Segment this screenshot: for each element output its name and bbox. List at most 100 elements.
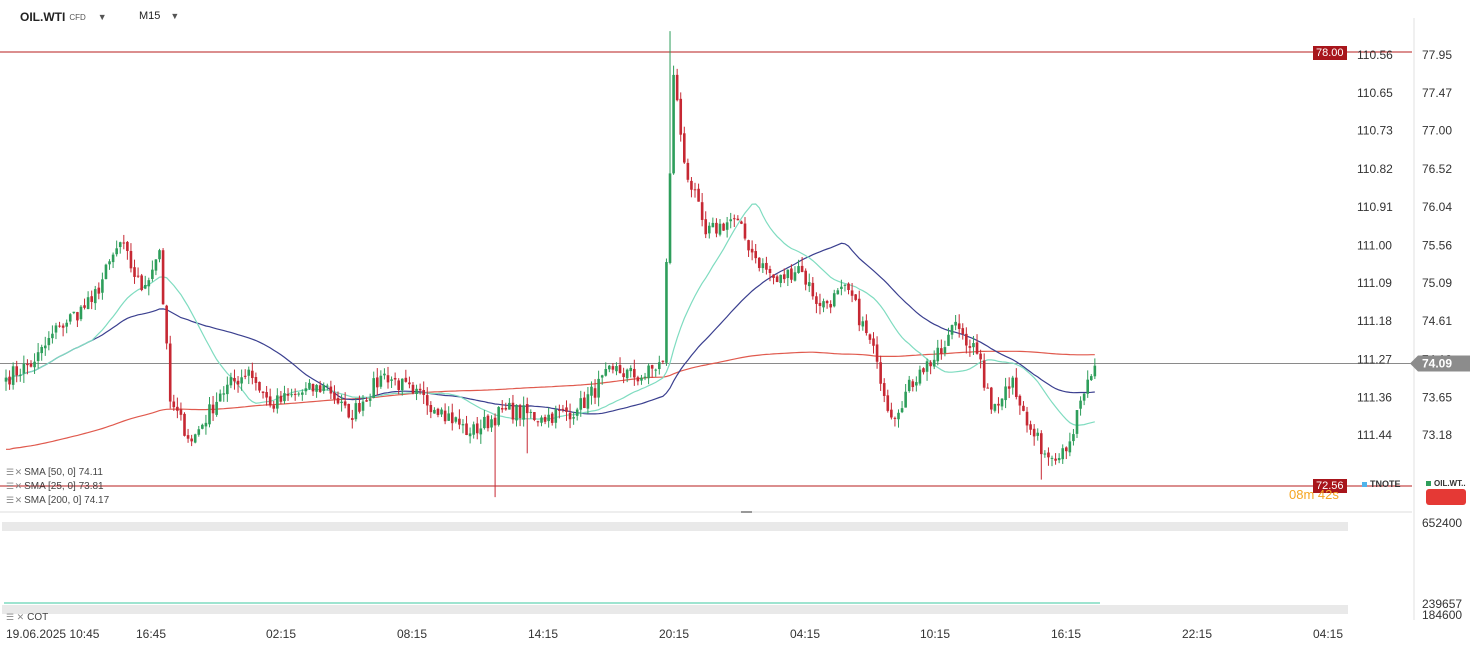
candle-body	[993, 404, 997, 411]
price-axis: 77.95 77.47 77.00 76.52 76.04 75.56 75.09 74.61…	[1422, 48, 1452, 442]
candle-body	[840, 286, 843, 289]
candle-body	[58, 325, 61, 327]
symbol-tag: CFD	[69, 12, 86, 22]
candle-body	[540, 417, 543, 423]
candle-body	[857, 298, 861, 326]
price-tick-label: 77.95	[1422, 48, 1452, 62]
candle-body	[383, 373, 386, 376]
legend-swatch	[1362, 481, 1367, 487]
compare-oil[interactable]: OIL.WT..	[1426, 479, 1466, 488]
candle-body	[650, 365, 654, 369]
candle-body	[118, 242, 122, 248]
candle-body	[918, 369, 922, 384]
candle-body	[1015, 377, 1018, 397]
candle-body	[29, 363, 33, 367]
candle-body	[468, 433, 472, 437]
candle-body	[886, 395, 890, 411]
timeframe-selector[interactable]: M15 ▼	[139, 10, 179, 22]
candle-body	[1047, 452, 1050, 458]
candle-body	[443, 410, 447, 422]
compare-tnote[interactable]: TNOTE	[1362, 479, 1401, 489]
candle-body	[1040, 433, 1043, 455]
indicator-sma-50[interactable]: ☰ ✕ SMA [50, 0] 74.11	[6, 467, 103, 478]
candle-body	[76, 312, 79, 321]
candle-body	[568, 412, 572, 420]
indicator-sma-25[interactable]: ☰ ✕ SMA [25, 0] 73.81	[6, 481, 104, 492]
candle-body	[757, 257, 761, 268]
candle-body	[233, 377, 236, 382]
candle-body	[611, 366, 615, 370]
candle-body	[550, 413, 554, 423]
compare-label: TNOTE	[1370, 479, 1401, 489]
candle-body	[932, 359, 936, 367]
candle-body	[572, 417, 575, 419]
symbol-selector[interactable]: OIL.WTI CFD ▼	[20, 10, 107, 24]
candle-body	[343, 401, 347, 406]
sell-button[interactable]	[1426, 489, 1466, 505]
level-lines	[0, 51, 1412, 487]
candle-body	[636, 377, 640, 382]
upper-level-badge[interactable]: 78.00	[1313, 46, 1347, 60]
candle-body	[790, 268, 793, 280]
candle-body	[186, 435, 190, 439]
compare-tick-label: 110.65	[1357, 86, 1393, 100]
time-tick-label: 16:15	[1051, 627, 1081, 641]
candle-body	[586, 394, 590, 409]
candle-body	[543, 416, 547, 422]
settings-close-icon[interactable]: ☰ ✕	[6, 481, 22, 491]
candle-body	[486, 415, 490, 429]
candle-body	[893, 417, 897, 419]
settings-close-icon[interactable]: ☰ ✕	[6, 467, 22, 477]
settings-close-icon[interactable]: ☰ ✕	[6, 612, 25, 622]
candle-body	[765, 262, 768, 270]
candle-body	[761, 263, 765, 269]
candle-body	[40, 346, 43, 354]
current-price-label: 74.09	[1422, 357, 1452, 371]
candle-body	[101, 279, 104, 293]
candle-body	[565, 407, 568, 412]
time-tick-label: 04:15	[790, 627, 820, 641]
candle-body	[615, 366, 618, 372]
candle-body	[608, 365, 611, 370]
candle-body	[683, 133, 686, 163]
candle-body	[297, 393, 301, 395]
candle-body	[497, 407, 500, 425]
indicator-label: COT	[27, 612, 49, 623]
candle-body	[1068, 441, 1072, 453]
indicator-cot[interactable]: ☰ ✕ COT	[6, 612, 48, 623]
candle-body	[479, 428, 483, 435]
candle-body	[775, 276, 779, 283]
candle-body	[740, 221, 743, 224]
candle-body	[804, 270, 807, 285]
candle-body	[854, 294, 857, 300]
time-tick-label: 02:15	[266, 627, 296, 641]
candle-body	[1057, 457, 1061, 461]
candle-body	[965, 333, 968, 346]
candle-body	[943, 347, 947, 354]
compare-tick-label: 111.44	[1357, 428, 1392, 442]
candle-body	[925, 361, 929, 372]
price-tick-label: 73.65	[1422, 391, 1452, 405]
candle-body	[747, 240, 750, 251]
candle-body	[1064, 447, 1068, 452]
candle-body	[83, 305, 86, 308]
candle-body	[829, 304, 832, 308]
candle-body	[261, 391, 265, 394]
lower-level-badge[interactable]: 72.56	[1313, 479, 1347, 493]
candle-body	[822, 301, 825, 308]
candle-body	[151, 269, 154, 279]
candle-body	[1029, 424, 1032, 430]
candle-body	[236, 380, 240, 385]
candle-body	[290, 394, 293, 396]
compare-axis: 110.56 110.65 110.73 110.82 110.91 111.00 111.…	[1357, 48, 1393, 442]
indicator-label: SMA [200, 0] 74.17	[24, 495, 110, 506]
candle-body	[818, 302, 822, 306]
indicator-sma-200[interactable]: ☰ ✕ SMA [200, 0] 74.17	[6, 495, 109, 506]
compare-tick-label: 110.82	[1357, 162, 1393, 176]
settings-close-icon[interactable]: ☰ ✕	[6, 495, 22, 505]
candle-body	[104, 264, 108, 280]
candle-body	[997, 403, 1000, 406]
candle-body	[115, 248, 118, 255]
compare-tick-label: 110.73	[1357, 124, 1393, 138]
